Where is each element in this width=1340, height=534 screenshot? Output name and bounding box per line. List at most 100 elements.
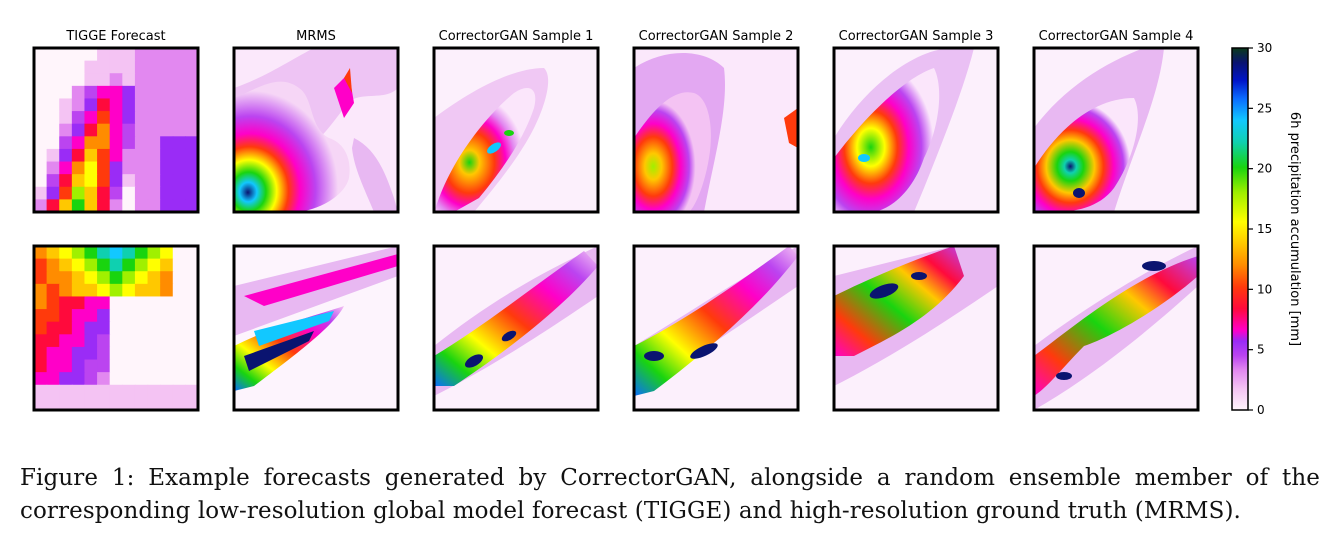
tigge-cell <box>46 321 60 335</box>
tigge-cell <box>122 199 136 212</box>
tigge-cell <box>109 186 123 200</box>
tigge-cell <box>59 123 73 137</box>
tigge-cell <box>97 174 111 188</box>
forecast-figure: TIGGE Forecast MRMS CorrectorGAN Sample … <box>32 29 1302 417</box>
tigge-cell <box>147 85 161 100</box>
tigge-cell <box>147 246 161 260</box>
tigge-cell <box>185 199 198 212</box>
colorbar-tick-label: 10 <box>1257 282 1272 296</box>
tigge-cell <box>84 372 98 386</box>
tigge-cell <box>122 123 136 137</box>
tigge-cell <box>134 246 149 260</box>
colorbar-tick-label: 30 <box>1257 41 1272 55</box>
tigge-cell <box>97 48 111 62</box>
tigge-cell <box>147 98 161 112</box>
tigge-cell <box>134 123 149 137</box>
tigge-cell <box>172 258 186 272</box>
tigge-cell <box>122 136 136 150</box>
tigge-cell <box>122 174 136 188</box>
tigge-cell <box>147 123 161 137</box>
colorbar-label: 6h precipitation accumulation [mm] <box>1287 112 1302 346</box>
tigge-cell <box>46 136 60 150</box>
tigge-cell <box>147 186 161 200</box>
tigge-cell <box>147 384 161 398</box>
tigge-cell <box>122 258 136 272</box>
tigge-cell <box>34 246 48 260</box>
tigge-cell <box>147 136 161 150</box>
panel-title-sample-3: CorrectorGAN Sample 3 <box>839 29 994 44</box>
tigge-cell <box>172 346 186 361</box>
tigge-cell <box>109 174 123 188</box>
tigge-cell <box>160 98 174 112</box>
tigge-cell <box>147 271 161 285</box>
tigge-cell <box>97 161 111 175</box>
tigge-cell <box>160 309 174 323</box>
tigge-cell <box>147 60 161 74</box>
colorbar-gradient <box>1232 48 1248 410</box>
tigge-cell <box>71 346 86 361</box>
tigge-cell <box>160 123 174 137</box>
tigge-cell <box>109 73 123 87</box>
tigge-cell <box>172 123 186 137</box>
tigge-cell <box>71 372 86 386</box>
panel-title-sample-2: CorrectorGAN Sample 2 <box>639 29 794 44</box>
tigge-cell <box>34 384 48 398</box>
tigge-cell <box>172 271 186 285</box>
tigge-cell <box>172 48 186 62</box>
tigge-cell <box>34 258 48 272</box>
sample-3-panel-row-2 <box>832 244 1000 412</box>
tigge-cell <box>160 199 174 212</box>
panel-title-tigge: TIGGE Forecast <box>65 29 165 44</box>
tigge-cell <box>34 372 48 386</box>
tigge-cell <box>185 148 198 163</box>
tigge-cell <box>97 199 111 212</box>
tigge-cell <box>134 309 149 323</box>
tigge-cell <box>46 372 60 386</box>
tigge-cell <box>84 359 98 373</box>
tigge-cell <box>185 60 198 74</box>
tigge-cell <box>109 136 123 150</box>
tigge-cell <box>34 186 48 200</box>
tigge-cell <box>160 85 174 100</box>
tigge-cell <box>97 271 111 285</box>
tigge-cell <box>46 123 60 137</box>
tigge-cell <box>71 111 86 125</box>
panel-frame <box>432 244 600 412</box>
tigge-cell <box>122 60 136 74</box>
tigge-cell <box>97 283 111 298</box>
tigge-cell <box>46 98 60 112</box>
tigge-cell <box>185 309 198 323</box>
tigge-cell <box>172 199 186 212</box>
tigge-cell <box>34 346 48 361</box>
tigge-cell <box>34 98 48 112</box>
tigge-cell <box>34 136 48 150</box>
panel-title-sample-1: CorrectorGAN Sample 1 <box>439 29 594 44</box>
tigge-cell <box>34 309 48 323</box>
panel-title-sample-4: CorrectorGAN Sample 4 <box>1039 29 1194 44</box>
tigge-cell <box>172 372 186 386</box>
tigge-cell <box>160 283 174 298</box>
tigge-cell <box>134 60 149 74</box>
tigge-cell <box>134 174 149 188</box>
tigge-cell <box>122 309 136 323</box>
tigge-cell <box>160 48 174 62</box>
tigge-cell <box>134 372 149 386</box>
tigge-cell <box>46 199 60 212</box>
tigge-cell <box>160 321 174 335</box>
tigge-cell <box>34 60 48 74</box>
tigge-cell <box>185 123 198 137</box>
tigge-cell <box>84 283 98 298</box>
tigge-cell <box>185 174 198 188</box>
tigge-cell <box>172 321 186 335</box>
tigge-cell <box>109 85 123 100</box>
colorbar: 0 5 10 15 20 25 30 6h precipitation accumulati… <box>1231 41 1302 417</box>
tigge-cell <box>34 161 48 175</box>
tigge-cell <box>59 372 73 386</box>
tigge-cell <box>34 123 48 137</box>
tigge-cell <box>97 60 111 74</box>
tigge-cell <box>147 199 161 212</box>
tigge-cell <box>46 296 60 310</box>
tigge-cell <box>59 384 73 398</box>
sample-2-panel-row-2 <box>632 244 800 412</box>
tigge-cell <box>71 161 86 175</box>
